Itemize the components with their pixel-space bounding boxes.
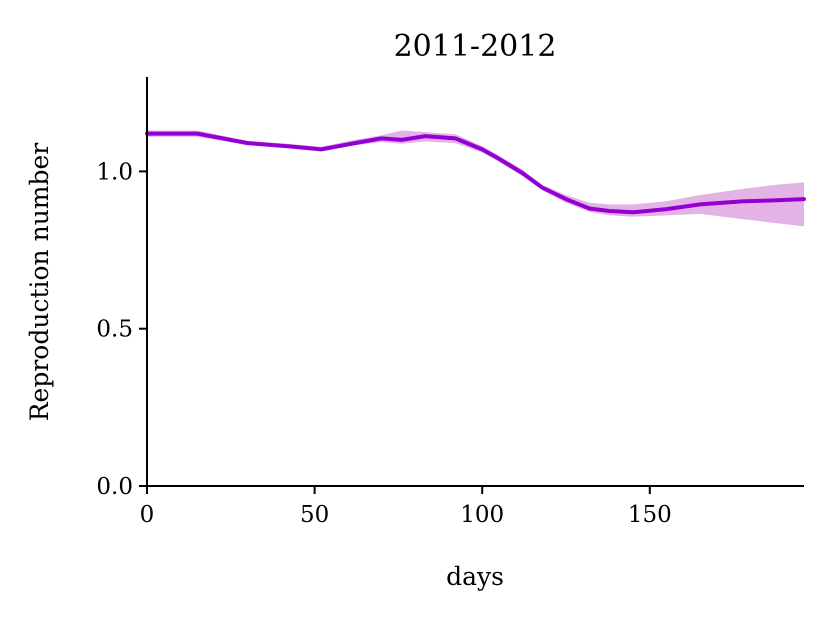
x-tick-label: 50: [300, 502, 329, 528]
x-ticks: 0 50 100 150: [140, 486, 672, 528]
x-tick-label: 100: [460, 502, 504, 528]
y-tick-label: 0.0: [96, 474, 133, 500]
x-axis-label: days: [446, 562, 504, 591]
plot-area: [145, 130, 806, 227]
series-line: [145, 131, 806, 215]
y-tick-label: 0.5: [96, 317, 133, 343]
y-axis-label: Reproduction number: [25, 143, 54, 422]
y-ticks: 0.0 0.5 1.0: [96, 159, 147, 500]
x-tick-label: 0: [140, 502, 155, 528]
x-tick-label: 150: [628, 502, 672, 528]
confidence-band: [147, 130, 804, 227]
chart-title: 2011-2012: [394, 29, 557, 64]
y-tick-label: 1.0: [96, 159, 133, 185]
